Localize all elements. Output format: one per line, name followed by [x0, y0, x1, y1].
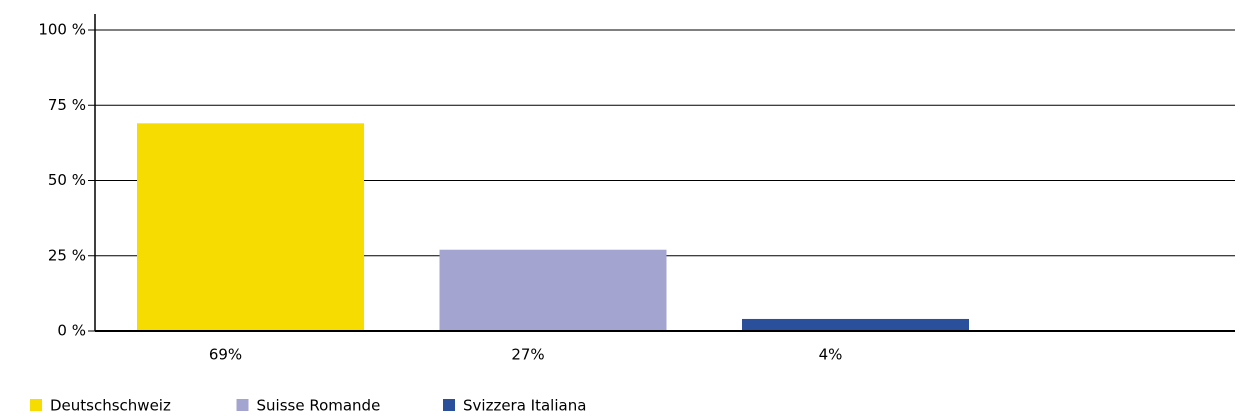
y-tick-label: 25 %: [48, 246, 86, 264]
bar: [439, 249, 667, 331]
legend-swatch: [443, 399, 455, 411]
legend-label: Deutschschweiz: [50, 397, 171, 415]
bar: [137, 123, 364, 331]
value-label: 27%: [511, 346, 544, 364]
y-tick-label: 0 %: [57, 322, 86, 340]
bar: [742, 318, 969, 331]
value-label: 4%: [819, 346, 843, 364]
legend-swatch: [236, 399, 249, 411]
legend-swatch: [30, 399, 42, 411]
legend-label: Suisse Romande: [257, 397, 381, 415]
value-label: 69%: [209, 346, 242, 364]
y-tick-label: 75 %: [48, 96, 86, 114]
legend-label: Svizzera Italiana: [463, 397, 586, 415]
y-tick-label: 50 %: [48, 171, 86, 189]
y-tick-label: 100 %: [38, 21, 86, 39]
